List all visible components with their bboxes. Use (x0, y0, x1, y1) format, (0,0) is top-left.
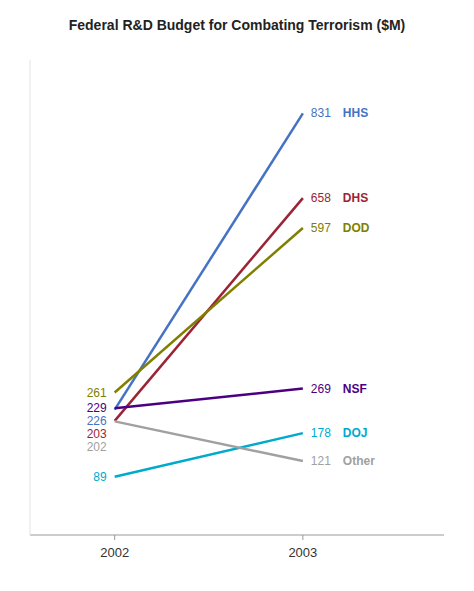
series-name: NSF (343, 382, 367, 396)
title: Federal R&D Budget for Combating Terrori… (69, 17, 406, 33)
x-tick (114, 535, 115, 540)
chart-svg: Federal R&D Budget for Combating Terrori… (0, 0, 474, 591)
series-line (115, 421, 303, 461)
data-label: 229 (87, 401, 107, 415)
data-label: 261 (87, 386, 107, 400)
series-name: HHS (343, 106, 368, 120)
chart-container: Federal R&D Budget for Combating Terrori… (0, 0, 474, 591)
data-label: 89 (93, 470, 107, 484)
x-tick-label: 2002 (100, 545, 129, 560)
series-name: DOJ (343, 426, 368, 440)
x-tick (302, 535, 303, 540)
y-axis-line (30, 60, 31, 535)
data-label: 269 (311, 382, 331, 396)
data-label: 226 (87, 414, 107, 428)
data-label: 121 (311, 454, 331, 468)
series-line (115, 113, 303, 409)
series-line (115, 198, 303, 421)
data-label: 597 (311, 221, 331, 235)
labels: 226203 261229 89 202 831 HHS 658 DHS 597 DOD 269 NS… (87, 106, 376, 483)
data-label: 178 (311, 426, 331, 440)
series-name: Other (343, 454, 375, 468)
data-label: 831 (311, 106, 331, 120)
data-label: 202 (87, 440, 107, 454)
series-name: DHS (343, 191, 368, 205)
series-line (115, 389, 303, 409)
series-line (115, 228, 303, 393)
data-label: 658 (311, 191, 331, 205)
series-name: DOD (343, 221, 370, 235)
data-label: 203 (87, 427, 107, 441)
x-tick-label: 2003 (288, 545, 317, 560)
x-axis-line (30, 535, 444, 536)
lines (115, 113, 303, 476)
